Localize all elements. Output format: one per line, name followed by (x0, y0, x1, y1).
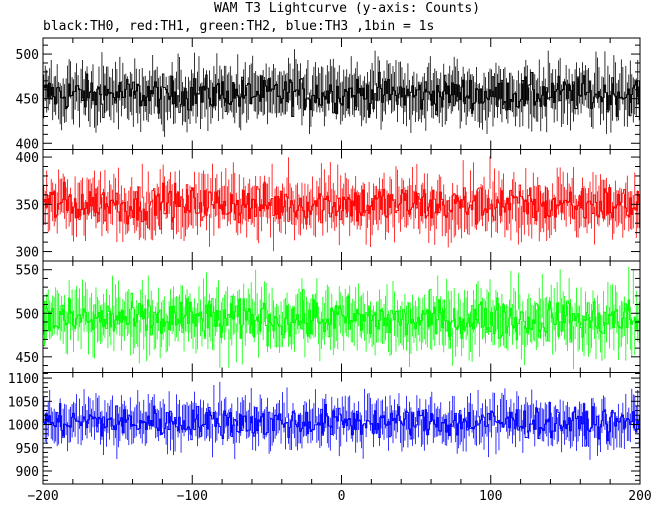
series-th0-errors (43, 49, 640, 137)
y-tick-label: 350 (16, 198, 39, 213)
series-th3 (43, 401, 640, 447)
y-tick-label: 400 (16, 151, 39, 166)
series-th3-errors (43, 381, 640, 460)
x-axis: −200 −100 0 100 200 (27, 489, 651, 504)
panel-th3: 900 950 1000 1050 1100 (8, 372, 641, 485)
y-tick-label: 1000 (8, 419, 39, 434)
panel-th1: 300 350 400 (16, 149, 641, 262)
series-th2 (43, 288, 640, 349)
panel-frame (42, 149, 641, 262)
x-tick-label: −200 (27, 489, 58, 504)
panels: 400 450 500 300 350 400 450 500 550 900 950 1000 105… (8, 37, 641, 485)
series-th1-errors (43, 156, 640, 252)
panel-frame (42, 260, 641, 373)
y-tick-label: 1050 (8, 395, 39, 410)
chart-title: WAM T3 Lightcurve (y-axis: Counts) (214, 1, 480, 16)
y-tick-label: 400 (16, 137, 39, 152)
chart-subtitle: black:TH0, red:TH1, green:TH2, blue:TH3 … (43, 19, 434, 34)
y-tick-label: 500 (16, 307, 39, 322)
y-tick-label: 550 (16, 264, 39, 279)
y-tick-label: 450 (16, 351, 39, 366)
x-tick-label: 100 (479, 489, 502, 504)
series-th2-errors (43, 266, 640, 370)
panel-frame (42, 37, 641, 150)
panel-th0: 400 450 500 (16, 37, 641, 152)
y-tick-label: 900 (16, 465, 39, 480)
x-tick-label: −100 (177, 489, 208, 504)
y-tick-label: 500 (16, 48, 39, 63)
series-th1 (43, 181, 640, 230)
y-tick-label: 1100 (8, 372, 39, 387)
panel-th2: 450 500 550 (16, 260, 641, 373)
y-tick-label: 450 (16, 93, 39, 108)
y-tick-label: 950 (16, 442, 39, 457)
x-tick-label: 200 (628, 489, 651, 504)
series-th0 (43, 71, 640, 119)
x-tick-label: 0 (338, 489, 346, 504)
y-tick-label: 300 (16, 246, 39, 261)
